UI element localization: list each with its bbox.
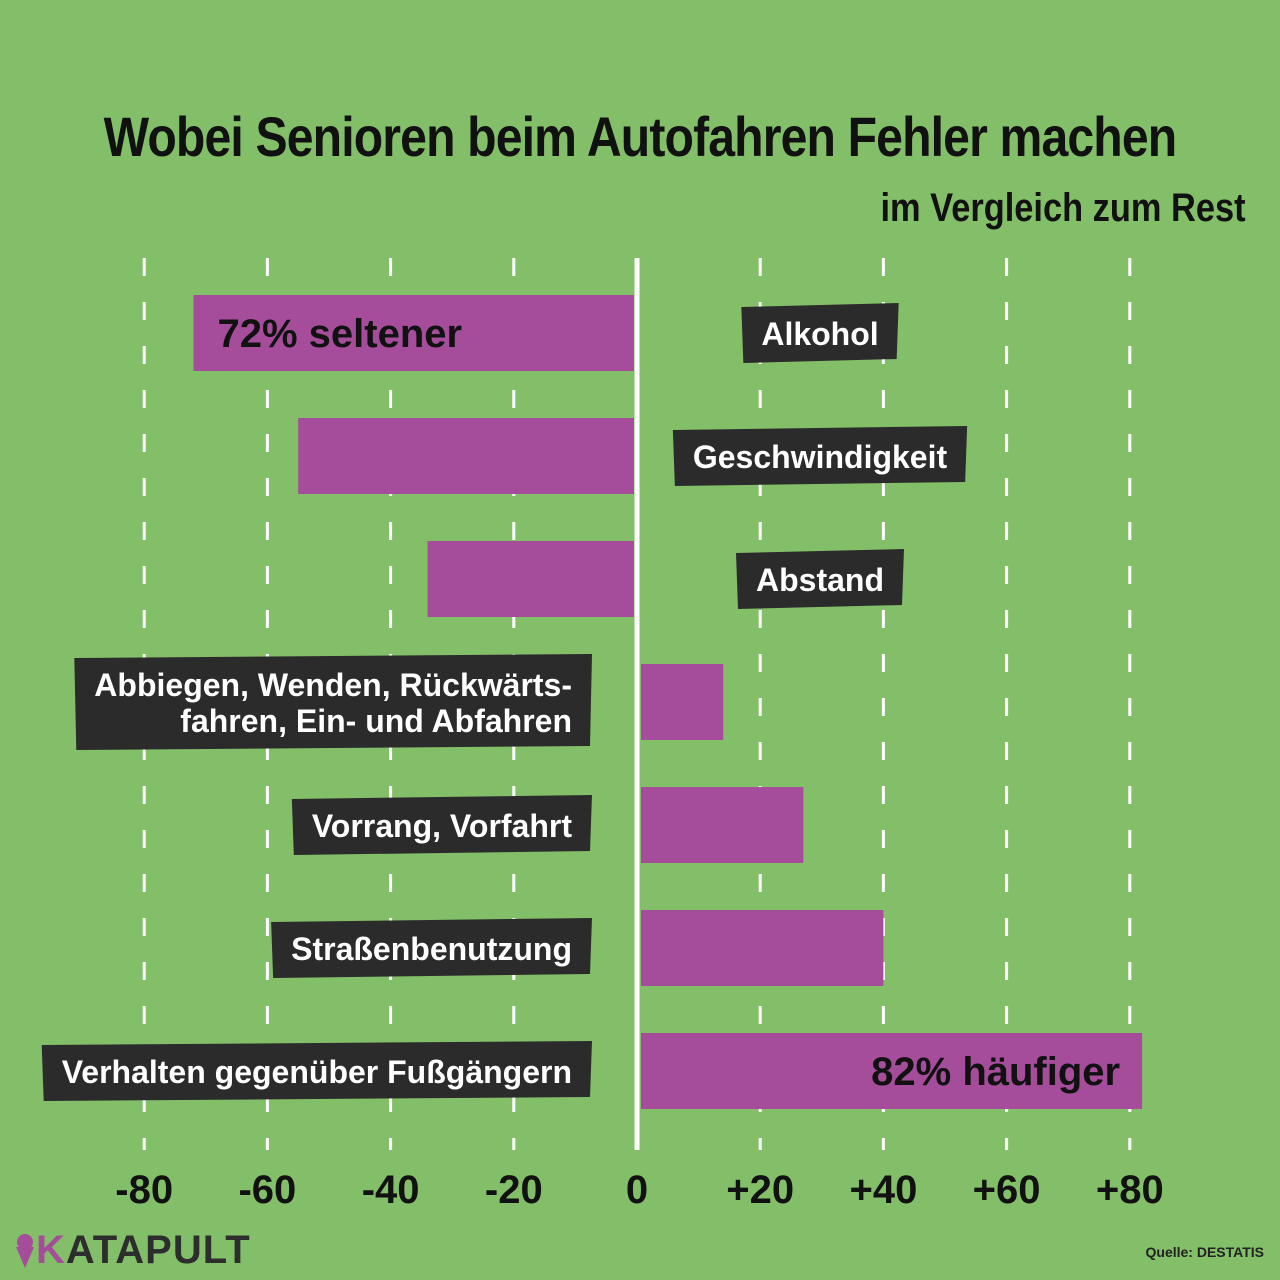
category-label-text: fahren, Ein- und Abfahren <box>180 703 572 739</box>
category-label-box <box>74 654 592 750</box>
category-label: Alkohol <box>741 303 899 363</box>
logo-text: KATAPULT <box>36 1228 251 1273</box>
bar <box>641 1033 1143 1109</box>
bar-value-annotation: 72% seltener <box>217 312 462 356</box>
category-label-text: Vorrang, Vorfahrt <box>312 808 573 844</box>
category-label-box <box>672 426 968 486</box>
x-tick-label: -20 <box>485 1168 543 1212</box>
x-tick-label: +40 <box>849 1168 917 1212</box>
category-label: Abbiegen, Wenden, Rückwärts-fahren, Ein-… <box>74 654 592 750</box>
x-tick-label: -60 <box>238 1168 296 1212</box>
bar <box>427 541 634 617</box>
x-tick-label: +20 <box>726 1168 794 1212</box>
bar <box>641 664 724 740</box>
bar <box>641 910 884 986</box>
bar <box>193 295 635 371</box>
category-label-text: Abbiegen, Wenden, Rückwärts- <box>94 667 572 703</box>
category-label-text: Alkohol <box>761 316 878 352</box>
category-labels: 72% seltener 82% häufiger Alkohol Geschwind… <box>41 303 1120 1101</box>
bar-value-annotation: 82% häufiger <box>871 1050 1120 1094</box>
x-axis-ticks: -80 -60 -40 -20 0 +20 +40 +60 +80 <box>115 1168 1163 1212</box>
bars <box>193 295 1143 1109</box>
category-label-box <box>291 795 592 855</box>
bar <box>298 418 634 494</box>
category-label-box <box>271 918 592 978</box>
bar <box>641 787 804 863</box>
chart-title: Wobei Senioren beim Autofahren Fehler ma… <box>103 105 1178 168</box>
category-label-text: Geschwindigkeit <box>693 439 948 475</box>
category-label: Verhalten gegenüber Fußgängern <box>41 1041 592 1101</box>
chart-subtitle: im Vergleich zum Rest <box>880 186 1246 230</box>
x-tick-label: +80 <box>1096 1168 1164 1212</box>
x-tick-label: 0 <box>626 1168 648 1212</box>
logo-letter-k: K <box>36 1228 66 1272</box>
ice-cream-cone-icon <box>16 1233 34 1268</box>
logo-rest: ATAPULT <box>65 1228 251 1272</box>
category-label-text: Verhalten gegenüber Fußgängern <box>62 1054 572 1090</box>
category-label-box <box>41 1041 592 1101</box>
category-label-box <box>736 549 904 609</box>
x-tick-label: -40 <box>362 1168 420 1212</box>
category-label: Straßenbenutzung <box>271 918 592 978</box>
category-label: Abstand <box>736 549 904 609</box>
katapult-logo: KATAPULT <box>14 1228 251 1273</box>
category-label-text: Abstand <box>756 562 884 598</box>
x-tick-label: -80 <box>115 1168 173 1212</box>
category-label: Geschwindigkeit <box>672 426 968 486</box>
category-label-text: Straßenbenutzung <box>291 931 572 967</box>
category-label: Vorrang, Vorfahrt <box>291 795 592 855</box>
category-label-box <box>741 303 899 363</box>
source-note: Quelle: DESTATIS <box>1145 1244 1265 1260</box>
x-tick-label: +60 <box>973 1168 1041 1212</box>
